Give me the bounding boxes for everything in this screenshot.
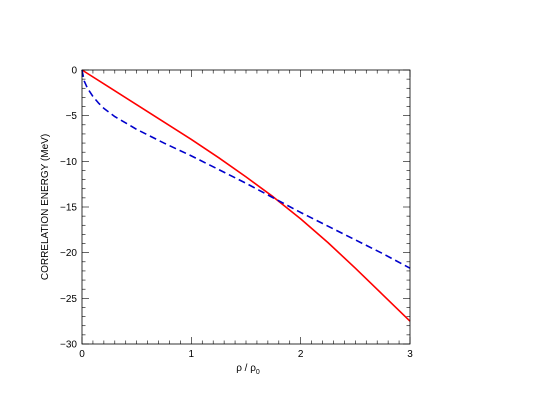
x-tick-label: 0 [79, 349, 85, 360]
y-tick-label: −25 [60, 294, 77, 305]
y-tick-label: −15 [60, 203, 77, 214]
series-layer [81, 69, 411, 322]
x-axis-title-main: ρ / ρ [236, 363, 256, 374]
x-tick-label: 3 [407, 349, 413, 360]
y-tick-label: −30 [60, 340, 77, 351]
x-tick-label: 2 [298, 349, 304, 360]
y-tick-label: −10 [60, 157, 77, 168]
x-axis-title: ρ / ρ0 [236, 363, 260, 376]
y-tick-label: −5 [66, 111, 78, 122]
y-tick-label: 0 [71, 66, 77, 77]
ticks-layer [81, 69, 411, 345]
x-axis-title-subscript: 0 [256, 369, 260, 376]
x-tick-label: 1 [189, 349, 195, 360]
series-line-2 [81, 69, 411, 269]
labels-layer: 0 1 2 3 0 −5 −10 −15 −20 −25 −30 [60, 66, 413, 361]
y-tick-label: −20 [60, 248, 77, 259]
y-axis-title: CORRELATION ENERGY (MeV) [40, 134, 51, 280]
series-line-1 [81, 69, 411, 322]
plot-frame [81, 69, 411, 345]
